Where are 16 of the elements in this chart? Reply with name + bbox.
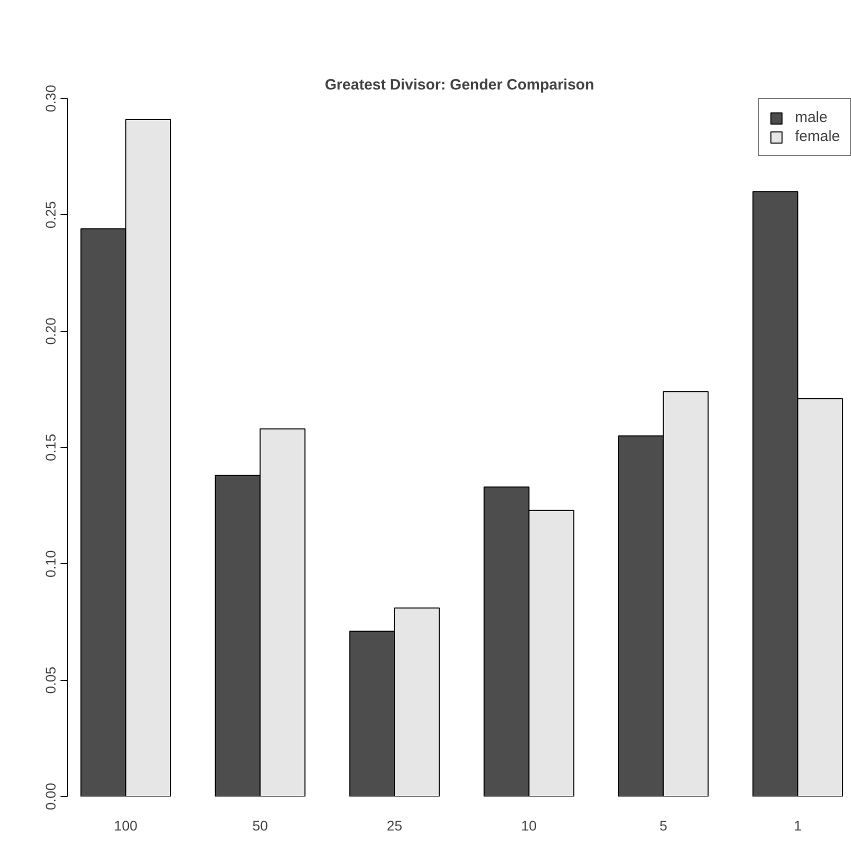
x-tick-label: 50: [252, 818, 268, 834]
y-tick-label: 0.30: [42, 84, 58, 112]
y-tick-label: 0.15: [42, 434, 58, 462]
x-tick-label: 5: [659, 818, 668, 834]
y-tick-label: 0.05: [42, 666, 58, 694]
legend-label: female: [794, 128, 840, 145]
y-tick-label: 0.20: [42, 317, 58, 345]
x-tick-label: 1: [794, 818, 802, 834]
x-tick-label: 100: [114, 818, 138, 834]
chart-title: Greatest Divisor: Gender Comparison: [324, 76, 594, 94]
legend-label: male: [794, 109, 828, 126]
x-tick-label: 10: [521, 818, 537, 834]
y-tick-label: 0.25: [42, 200, 58, 228]
y-tick-label: 0.10: [42, 550, 58, 578]
x-tick-label: 25: [386, 818, 403, 834]
y-tick-label: 0.00: [42, 782, 58, 810]
